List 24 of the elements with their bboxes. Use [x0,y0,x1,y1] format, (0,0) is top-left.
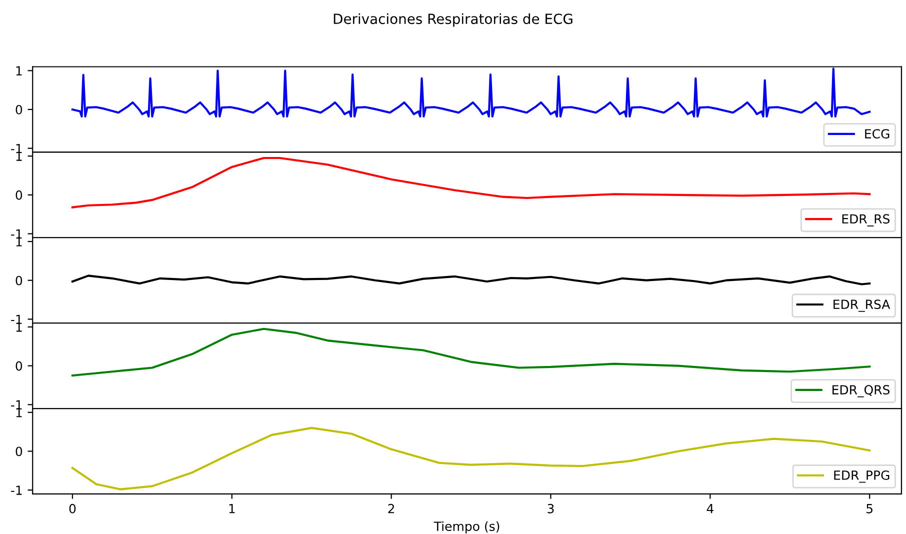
legend-label: EDR_RS [842,214,890,226]
chart-title: Derivaciones Respiratorias de ECG [334,13,572,27]
line-series [71,68,871,118]
y-tick-label: 0 [16,276,22,286]
x-axis-title: Tiempo (s) [434,521,500,534]
x-tick-label: 3 [548,504,554,514]
y-tick-label: 1 [16,66,22,76]
x-tick-label: 5 [866,504,872,514]
legend-label: EDR_QRS [832,385,890,398]
x-tick-label: 1 [229,504,235,514]
y-tick-label: 0 [16,104,22,114]
y-tick-label: 0 [16,361,22,371]
x-tick-label: 2 [388,504,394,514]
x-tick-label: 4 [706,504,714,514]
line-series [71,328,871,377]
line-series [71,274,871,286]
legend-label: EDR_PPG [834,470,890,483]
y-tick-label: -1 [11,486,22,495]
y-tick-label: 0 [16,190,22,200]
legend-label: ECG [865,129,890,139]
line-series [71,156,871,208]
y-tick-label: 0 [16,446,22,456]
x-tick-label: 0 [69,504,76,514]
legend-label: EDR_RSA [834,300,890,312]
